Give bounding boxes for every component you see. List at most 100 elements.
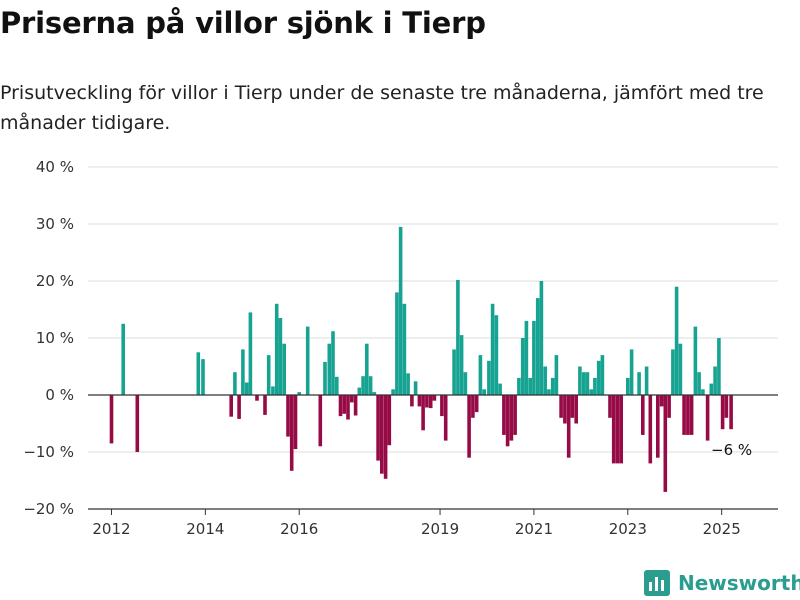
bar	[248, 312, 253, 395]
last-value-annotation: −6 %	[711, 441, 752, 459]
bar	[641, 395, 645, 435]
bar	[135, 395, 140, 452]
bar	[656, 395, 660, 458]
bar	[467, 395, 471, 458]
bar	[474, 395, 479, 413]
bar	[421, 395, 425, 431]
x-tick-label: 2019	[421, 520, 459, 538]
bar	[713, 366, 717, 395]
x-tick-label: 2014	[186, 520, 224, 538]
bar	[600, 355, 605, 395]
bar	[391, 389, 395, 395]
bar	[229, 395, 233, 417]
bar	[121, 323, 125, 396]
bar	[663, 395, 668, 492]
bar	[644, 366, 649, 395]
bar	[705, 395, 710, 441]
bar	[342, 395, 347, 414]
bar	[709, 383, 714, 395]
bar	[674, 286, 679, 395]
y-tick-label: 20 %	[36, 272, 74, 290]
bar	[365, 343, 369, 395]
bar	[266, 355, 271, 395]
bar	[478, 355, 483, 395]
bar	[425, 395, 429, 408]
bar	[566, 395, 571, 458]
bar	[241, 349, 245, 395]
bar	[274, 303, 279, 395]
bar	[686, 395, 690, 435]
bar	[297, 392, 301, 395]
bar	[574, 395, 578, 424]
bar	[505, 395, 510, 447]
bar	[554, 355, 559, 395]
bar	[724, 395, 729, 418]
bar	[406, 373, 410, 395]
bar	[459, 335, 464, 395]
bars	[109, 226, 733, 492]
newsworthy-logo[interactable]: Newsworthy	[644, 568, 800, 598]
y-tick-label: 0 %	[45, 386, 74, 404]
bar	[524, 320, 529, 395]
bar	[717, 338, 721, 395]
x-tick-label: 2025	[703, 520, 741, 538]
bar	[318, 395, 323, 447]
y-tick-label: 30 %	[36, 215, 74, 233]
bar	[463, 372, 468, 395]
bar	[671, 349, 675, 395]
bar-chart-logo-icon	[644, 570, 670, 596]
bar	[323, 361, 327, 395]
bar	[490, 303, 495, 395]
bar	[398, 226, 403, 395]
bar	[550, 377, 555, 395]
bar	[443, 395, 448, 441]
bar	[402, 303, 407, 395]
bar	[255, 395, 259, 401]
bar	[615, 395, 620, 464]
bar	[520, 338, 525, 395]
axes	[88, 394, 778, 515]
bar	[361, 376, 365, 395]
bar	[502, 395, 506, 435]
gridlines	[88, 166, 778, 510]
bar	[286, 395, 290, 437]
bar	[581, 372, 586, 395]
y-tick-label: −10 %	[23, 443, 74, 461]
bar	[387, 395, 392, 446]
bar	[383, 395, 388, 479]
bar	[353, 395, 358, 416]
bar	[626, 377, 630, 395]
bar	[648, 395, 653, 464]
bar	[482, 389, 486, 395]
bar	[346, 395, 350, 420]
chart-subtitle: Prisutveckling för villor i Tierp under …	[0, 82, 764, 134]
tick-labels: 40 % 30 % 20 % 10 % 0 % −10 % −20 % 2012 2014 201…	[23, 158, 740, 538]
bar	[570, 395, 575, 418]
brand-name: Newsworthy	[678, 571, 800, 595]
bar	[201, 359, 205, 395]
bar	[471, 395, 475, 418]
bar	[487, 360, 491, 395]
bar	[682, 395, 686, 435]
bar	[701, 389, 705, 395]
bar	[611, 395, 616, 464]
bar	[395, 292, 399, 395]
bar	[368, 376, 373, 395]
bar	[559, 395, 563, 418]
bar	[563, 395, 567, 424]
bar	[196, 352, 201, 396]
bar	[335, 376, 339, 395]
bar	[109, 395, 114, 444]
bar	[532, 320, 536, 395]
bar	[494, 315, 499, 395]
bar	[667, 395, 671, 418]
x-tick-label: 2012	[92, 520, 130, 538]
bar	[535, 298, 540, 395]
bar	[331, 331, 335, 395]
bar	[539, 281, 544, 395]
bar	[629, 349, 634, 395]
bar	[282, 343, 286, 395]
bar	[305, 326, 310, 395]
bar	[513, 395, 517, 435]
